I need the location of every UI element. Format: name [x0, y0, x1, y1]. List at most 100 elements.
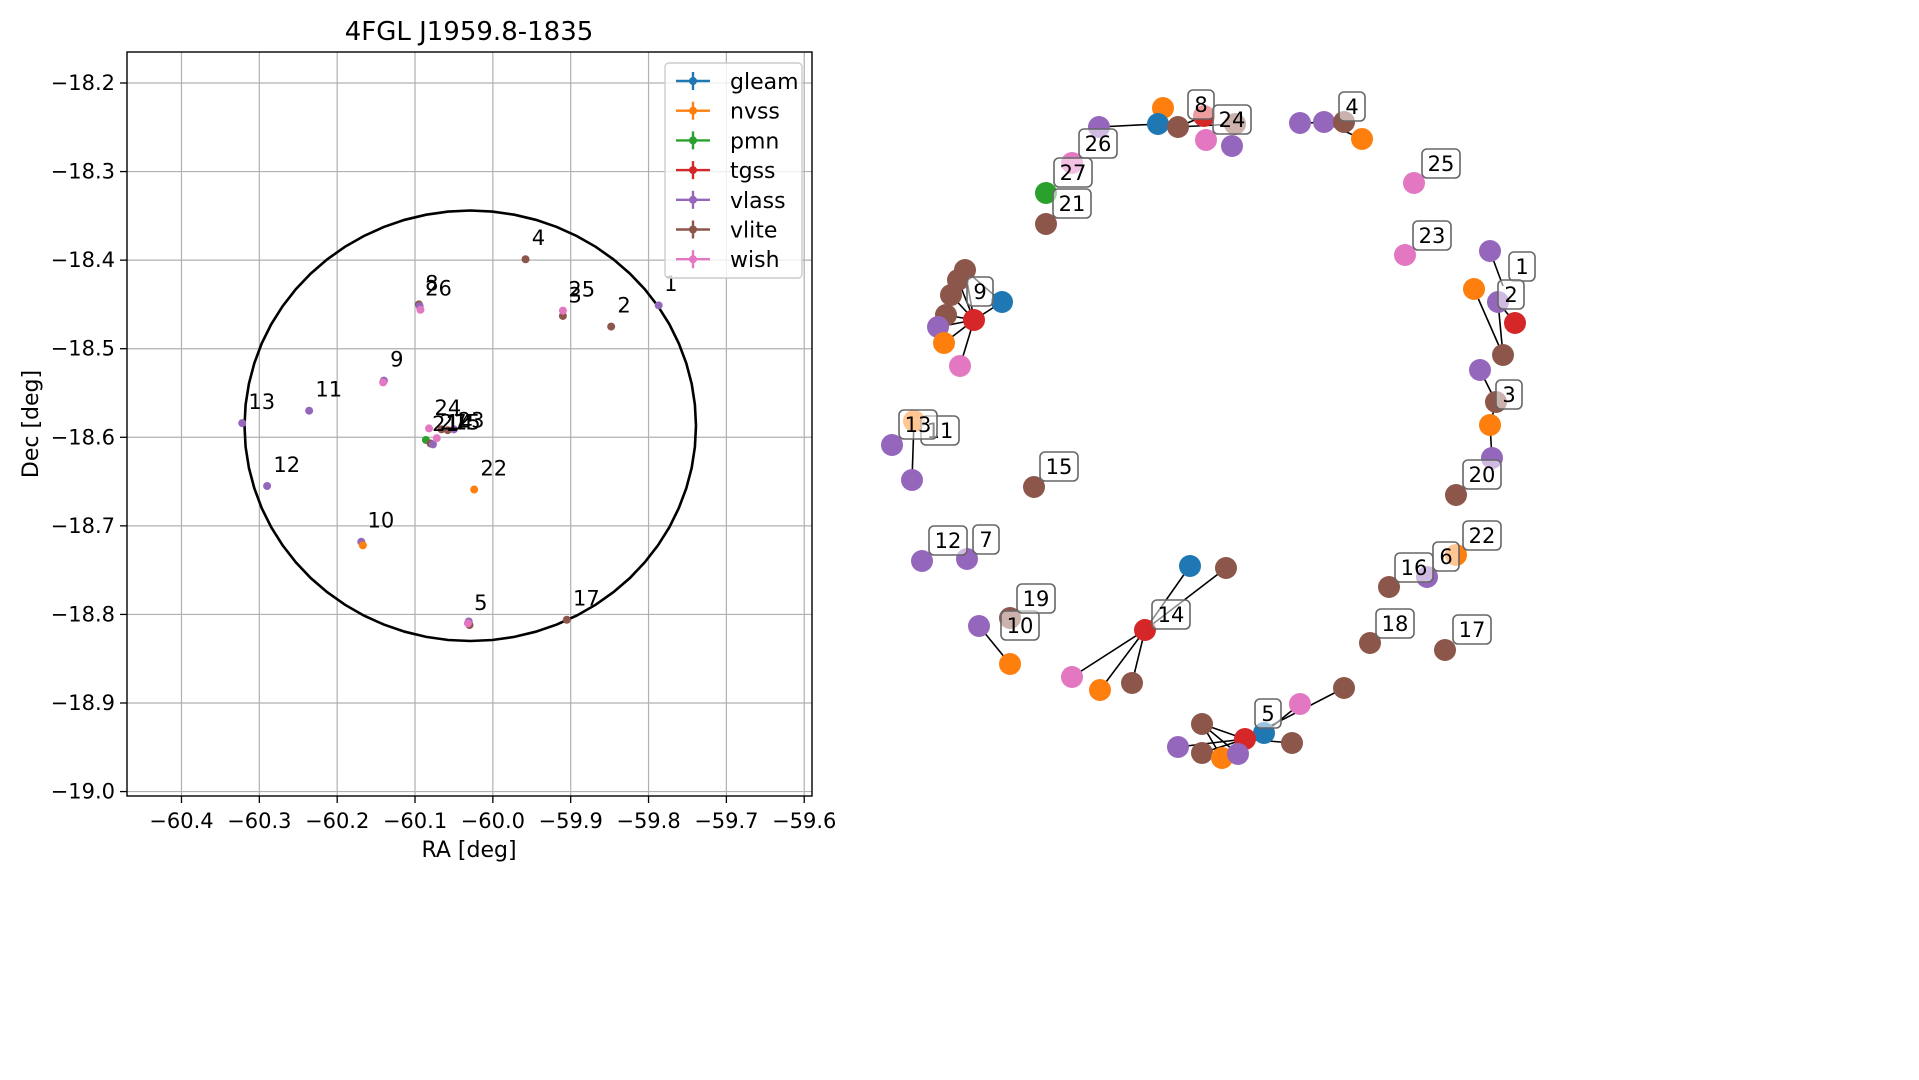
scatter-point-label: 2	[617, 293, 630, 317]
y-tick-label: −19.0	[51, 780, 115, 804]
x-axis-ticks: −60.4 −60.3 −60.2 −60.1 −60.0 −59.9 −59.8 −59.7…	[149, 796, 836, 833]
scatter-point-label: 26	[425, 277, 452, 301]
node-group-12	[911, 550, 933, 572]
scatter-point-nvss	[358, 541, 367, 550]
scatter-point-label: 10	[368, 509, 395, 533]
network-node-vlass	[1289, 112, 1311, 134]
scatter-point-vlite	[562, 615, 571, 624]
legend-marker-dot	[689, 195, 697, 204]
node-group-25	[1403, 172, 1425, 194]
node-group-15	[1023, 476, 1045, 498]
network-node-label: 1	[1508, 251, 1536, 282]
legend-box	[664, 62, 803, 279]
x-tick-label: −60.2	[305, 809, 369, 833]
x-tick-label: −59.7	[694, 809, 758, 833]
network-label-text: 27	[1060, 161, 1087, 185]
legend-entry-nvss: nvss	[676, 100, 780, 125]
x-tick-label: −60.0	[461, 809, 525, 833]
scatter-point-label: 25	[568, 277, 595, 301]
network-label-box	[1078, 128, 1118, 159]
scatter-point-label: 15	[454, 410, 481, 434]
network-node-vlite	[1167, 116, 1189, 138]
network-edge	[1473, 288, 1504, 356]
y-tick-label: −18.7	[51, 514, 115, 538]
scatter-point-label: 3	[568, 284, 581, 308]
scatter-point-nvss	[470, 485, 479, 494]
scatter-point-label: 8	[425, 271, 438, 295]
network-label-text: 1	[1515, 255, 1528, 279]
y-tick-label: −18.9	[51, 691, 115, 715]
legend-marker-dot	[689, 106, 697, 115]
scatter-point-label: 12	[273, 453, 300, 477]
network-node-vlass	[901, 469, 923, 491]
scatter-point-label: 9	[390, 347, 403, 371]
x-tick-label: −60.4	[149, 809, 213, 833]
network-node-label: 19	[1016, 583, 1056, 614]
network-node-wish	[1195, 129, 1217, 151]
network-label-text: 21	[1059, 192, 1086, 216]
node-group-14	[1061, 555, 1237, 701]
scatter-point-wish	[425, 424, 434, 433]
network-node-vlass	[1469, 359, 1491, 381]
node-group-9	[927, 259, 1013, 377]
network-label-box	[1462, 520, 1502, 551]
network-node-label: 14	[1151, 599, 1191, 630]
network-label-box	[1052, 188, 1092, 219]
network-label-text: 9	[973, 280, 986, 304]
network-node-tgss	[963, 309, 985, 331]
scatter-point-vlite	[443, 426, 452, 435]
network-node-label: 18	[1375, 608, 1415, 639]
scatter-point-label: 4	[532, 226, 545, 250]
network-label-text: 24	[1219, 108, 1246, 132]
network-node-vlite	[1434, 639, 1456, 661]
network-node-nvss	[933, 332, 955, 354]
scatter-point-wish	[379, 378, 388, 387]
network-node-vlite	[1359, 632, 1381, 654]
network-label-text: 18	[1382, 612, 1409, 636]
legend-marker-dot	[689, 255, 697, 264]
network-node-label: 8	[1187, 89, 1215, 120]
network-node-label: 26	[1078, 128, 1118, 159]
legend-label: vlass	[730, 189, 786, 214]
x-tick-label: −59.6	[772, 809, 836, 833]
legend-entry-tgss: tgss	[676, 159, 776, 184]
network-label-box	[972, 524, 1000, 555]
network-node-vlass	[911, 550, 933, 572]
network-label-box	[1462, 459, 1502, 490]
network-label-text: 14	[1158, 603, 1185, 627]
scatter-points	[238, 255, 663, 630]
network-node-gleam	[1179, 555, 1201, 577]
scatter-point-label: 23	[458, 409, 485, 433]
network-node-label: 20	[1462, 459, 1502, 490]
network-node-tgss	[1134, 619, 1156, 641]
network-node-vlite	[1215, 557, 1237, 579]
legend-label: vlite	[730, 219, 777, 244]
legend-entry-wish: wish	[676, 248, 780, 273]
scatter-point-vlite	[437, 425, 446, 434]
node-group-17	[1434, 639, 1456, 661]
legend-marker-dot	[689, 136, 697, 145]
network-node-label: 27	[1053, 157, 1093, 188]
network-label-text: 10	[1007, 614, 1034, 638]
network-edge	[1071, 629, 1146, 678]
network-node-label: 17	[1452, 614, 1492, 645]
network-label-box	[1254, 698, 1282, 729]
scatter-point-label: 17	[573, 587, 600, 611]
network-node-label: 5	[1254, 698, 1282, 729]
scatter-point-wish	[463, 619, 472, 628]
network-label-text: 7	[979, 528, 992, 552]
legend-label: tgss	[730, 159, 776, 184]
scatter-point-vlass	[654, 301, 663, 310]
network-label-box	[966, 276, 994, 307]
y-tick-label: −18.6	[51, 425, 115, 449]
scatter-point-wish	[558, 306, 567, 315]
network-node-wish	[1394, 244, 1416, 266]
network-label-box	[1212, 104, 1252, 135]
network-node-label: 7	[972, 524, 1000, 555]
scatter-point-vlass	[238, 419, 247, 428]
network-node-vlite	[1492, 344, 1514, 366]
scatter-point-label: 27	[440, 410, 467, 434]
network-node-nvss	[1479, 414, 1501, 436]
